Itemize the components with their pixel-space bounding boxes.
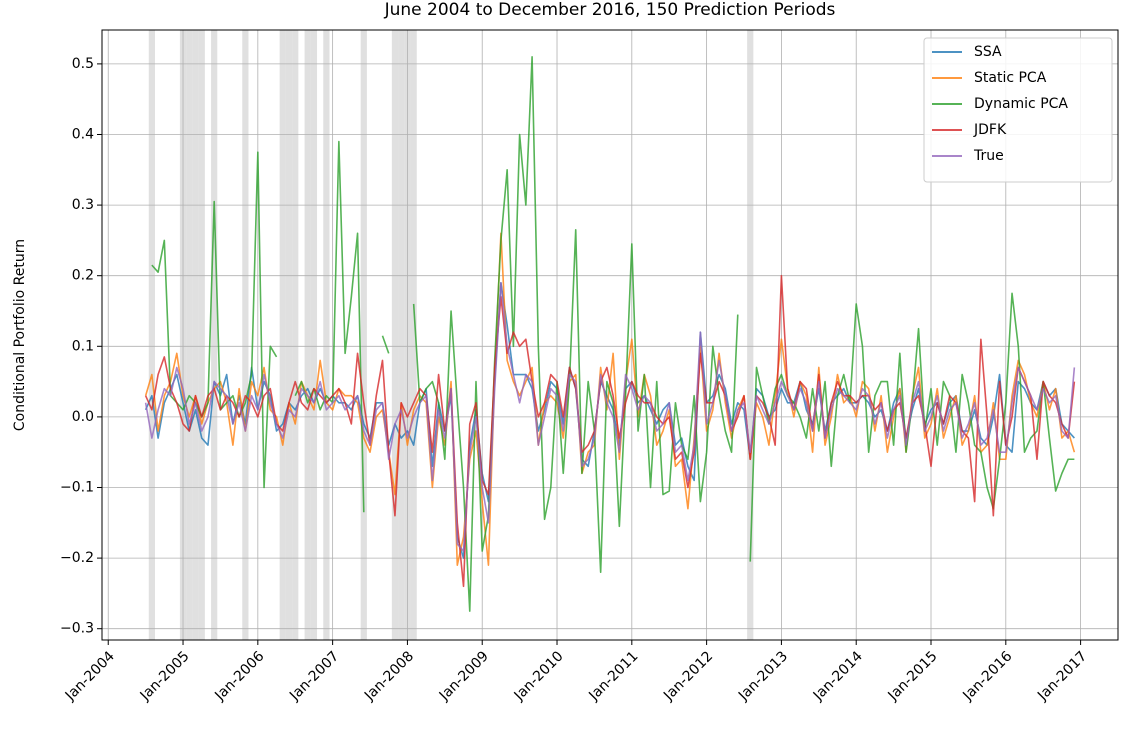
shaded-band bbox=[192, 30, 199, 640]
legend-box bbox=[923, 37, 1113, 183]
shaded-band bbox=[398, 30, 405, 640]
x-tick-label: Jan-2009 bbox=[436, 648, 492, 704]
y-tick-label: −0.3 bbox=[60, 621, 94, 637]
y-tick-label: 0.3 bbox=[72, 197, 94, 213]
x-tick-label: Jan-2015 bbox=[885, 648, 941, 704]
x-tick-label: Jan-2017 bbox=[1034, 648, 1090, 704]
x-tick-label: Jan-2016 bbox=[959, 648, 1015, 704]
y-tick-label: 0.2 bbox=[72, 268, 94, 284]
shaded-band bbox=[310, 30, 318, 640]
legend-label: Static PCA bbox=[974, 70, 1047, 86]
legend-label: SSA bbox=[974, 44, 1002, 60]
y-tick-label: −0.1 bbox=[60, 480, 94, 496]
x-tick-label: Jan-2012 bbox=[660, 648, 716, 704]
x-tick-label: Jan-2006 bbox=[211, 648, 267, 704]
shaded-band bbox=[279, 30, 286, 640]
x-tick-label: Jan-2014 bbox=[810, 648, 866, 704]
shaded-band bbox=[211, 30, 218, 640]
x-tick-label: Jan-2008 bbox=[361, 648, 417, 704]
shaded-band bbox=[198, 30, 205, 640]
shaded-band bbox=[391, 30, 399, 640]
legend-label: True bbox=[973, 148, 1004, 164]
x-tick-label: Jan-2007 bbox=[286, 648, 342, 704]
legend-label: Dynamic PCA bbox=[974, 96, 1068, 112]
series-line bbox=[144, 281, 1076, 552]
x-tick-label: Jan-2005 bbox=[137, 648, 193, 704]
y-tick-label: 0.1 bbox=[72, 338, 94, 354]
shaded-band bbox=[360, 30, 367, 640]
shaded-band bbox=[410, 30, 417, 640]
y-tick-label: −0.2 bbox=[60, 550, 94, 566]
x-tick-label: Jan-2010 bbox=[511, 648, 567, 704]
shaded-band bbox=[186, 30, 193, 640]
shaded-band bbox=[292, 30, 299, 640]
shaded-band bbox=[285, 30, 293, 640]
shaded-band bbox=[747, 30, 754, 640]
plot-frame bbox=[101, 29, 1119, 641]
series-line bbox=[144, 274, 1076, 588]
shaded-band bbox=[148, 30, 155, 640]
shaded-band bbox=[304, 30, 311, 640]
legend: SSA Static PCA Dynamic PCA JDFK True bbox=[923, 37, 1113, 183]
legend-label: JDFK bbox=[973, 122, 1007, 138]
x-tick-label: Jan-2004 bbox=[62, 648, 118, 704]
chart-title: June 2004 to December 2016, 150 Predicti… bbox=[384, 0, 836, 20]
x-tick-label: Jan-2013 bbox=[735, 648, 791, 704]
y-axis-label: Conditional Portfolio Return bbox=[12, 239, 28, 431]
y-tick-label: 0.5 bbox=[72, 56, 94, 72]
x-tick-label: Jan-2011 bbox=[585, 648, 641, 704]
y-tick-label: 0.4 bbox=[72, 126, 94, 142]
y-tick-label: 0.0 bbox=[72, 409, 94, 425]
shaded-band bbox=[323, 30, 330, 640]
shaded-band bbox=[242, 30, 249, 640]
